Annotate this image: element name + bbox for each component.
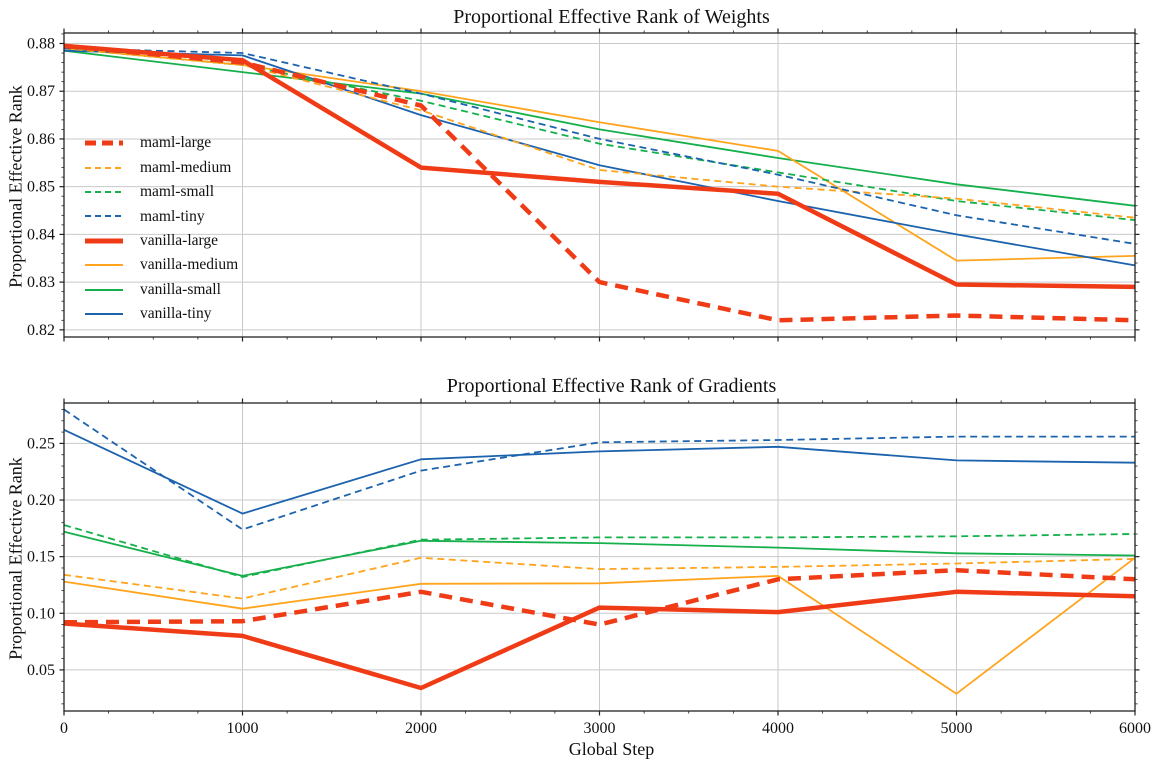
legend-item-vanilla-small: vanilla-small [85, 277, 238, 301]
series-line-vanilla-medium [63, 557, 1136, 695]
weights-y-axis-label: Proportional Effective Rank [5, 85, 26, 288]
weights-chart-title: Proportional Effective Rank of Weights [453, 6, 770, 28]
legend-item-maml-small: maml-small [85, 180, 238, 204]
gradients-chart-title: Proportional Effective Rank of Gradients [446, 375, 777, 397]
legend-label: vanilla-tiny [140, 305, 212, 323]
y-tick-label: 0.87 [27, 83, 55, 100]
legend-label: maml-small [140, 183, 215, 201]
series-line-vanilla-tiny [63, 49, 1136, 267]
legend-item-vanilla-tiny: vanilla-tiny [85, 302, 238, 326]
y-tick-label: 0.25 [27, 435, 55, 452]
series-line-maml-medium [63, 556, 1136, 600]
y-tick-label: 0.05 [27, 662, 55, 679]
legend-line-swatch [85, 140, 123, 146]
legend-line-swatch [85, 190, 123, 193]
plot-border [63, 402, 1136, 712]
series-line-maml-medium [63, 47, 1136, 219]
legend-item-vanilla-medium: vanilla-medium [85, 253, 238, 277]
legend-line-swatch [85, 312, 123, 315]
legend-label: vanilla-large [140, 232, 219, 249]
series-line-maml-large [63, 43, 1136, 323]
legend: maml-large maml-medium maml-small maml-tiny… [85, 131, 238, 326]
legend-line-swatch [85, 166, 123, 169]
y-tick-label: 0.88 [27, 35, 55, 52]
y-tick-label: 0.83 [27, 274, 55, 291]
y-tick-label: 0.10 [27, 605, 55, 622]
x-axis-label: Global Step [568, 739, 655, 759]
x-tick-label: 4000 [762, 720, 794, 737]
y-tick-label: 0.15 [27, 549, 55, 566]
legend-label: vanilla-small [140, 280, 221, 298]
series-line-maml-small [63, 524, 1136, 578]
legend-label: maml-medium [140, 158, 232, 176]
plot-border [63, 32, 1136, 338]
legend-item-maml-large: maml-large [85, 131, 238, 155]
y-tick-label: 0.20 [27, 492, 55, 509]
series-line-maml-tiny [63, 47, 1136, 245]
gradients-y-axis-label: Proportional Effective Rank [5, 457, 26, 660]
legend-label: vanilla-medium [140, 256, 239, 274]
x-tick-label: 6000 [1119, 720, 1151, 737]
series-line-vanilla-large [63, 43, 1136, 290]
y-tick-label: 0.82 [27, 322, 55, 339]
legend-line-swatch [85, 288, 123, 291]
x-tick-label: 1000 [227, 720, 259, 737]
legend-label: maml-large [140, 134, 212, 152]
y-tick-label: 0.84 [27, 226, 55, 243]
series-line-vanilla-small [63, 530, 1136, 577]
legend-label: maml-tiny [140, 207, 205, 225]
x-tick-label: 3000 [584, 720, 616, 737]
legend-line-swatch [85, 238, 123, 244]
legend-item-maml-medium: maml-medium [85, 155, 238, 179]
legend-item-vanilla-large: vanilla-large [85, 229, 238, 253]
x-tick-label: 5000 [941, 720, 973, 737]
legend-line-swatch [85, 215, 123, 218]
x-tick-label: 0 [60, 720, 68, 737]
legend-item-maml-tiny: maml-tiny [85, 204, 238, 228]
series-line-vanilla-small [63, 49, 1136, 207]
series-line-vanilla-large [63, 589, 1136, 691]
y-tick-label: 0.85 [27, 179, 55, 196]
x-tick-label: 2000 [405, 720, 437, 737]
series-line-vanilla-tiny [63, 428, 1136, 515]
series-line-maml-large [63, 567, 1136, 627]
y-tick-label: 0.86 [27, 131, 55, 148]
legend-line-swatch [85, 264, 123, 267]
